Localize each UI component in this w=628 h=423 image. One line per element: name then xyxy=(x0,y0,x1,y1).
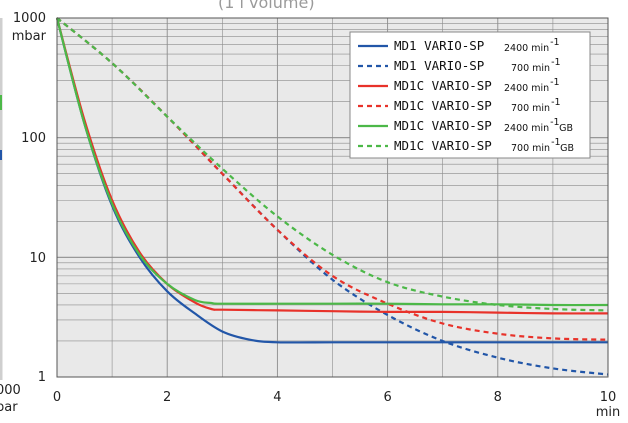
x-tick-label: 2 xyxy=(163,390,171,405)
legend-rpm-5: 2400 min xyxy=(504,123,549,134)
left-chart-remnant xyxy=(0,18,3,380)
legend-rpm-3: 2400 min xyxy=(504,83,549,94)
axes: 0 2 4 6 8 10 1 10 100 1000 mbar min xyxy=(12,11,620,420)
legend-rpm-6: 700 min xyxy=(511,143,550,154)
legend-suffix-6: GB xyxy=(560,143,574,154)
legend-rpm-exponent-4: -1 xyxy=(551,97,560,108)
left-edge-label-top: 000 xyxy=(0,383,21,398)
x-tick-label: 0 xyxy=(53,390,61,405)
y-tick-label: 10 xyxy=(29,251,46,266)
y-tick-label: 1000 xyxy=(13,11,46,26)
plot-frame xyxy=(56,17,609,378)
series-line-6 xyxy=(56,17,609,312)
y-tick-label: 1 xyxy=(38,370,46,385)
legend-label-3: MD1C VARIO-SP xyxy=(394,78,492,93)
series-lines xyxy=(55,17,609,376)
left-edge-label-bottom: bar xyxy=(0,400,18,415)
series-line-3 xyxy=(55,17,609,315)
legend-rpm-2: 700 min xyxy=(511,63,550,74)
x-tick-label: 4 xyxy=(273,390,281,405)
x-tick-label: 10 xyxy=(600,390,617,405)
legend-rpm-exponent-3: -1 xyxy=(550,77,559,88)
top-caption-fragment: (1 l volume) xyxy=(218,0,315,12)
legend-label-1: MD1 VARIO-SP xyxy=(394,38,484,53)
x-tick-label: 6 xyxy=(383,390,391,405)
legend-rpm-4: 700 min xyxy=(511,103,550,114)
legend-rpm-exponent-5: -1 xyxy=(550,117,559,128)
y-tick-label: 100 xyxy=(21,131,46,146)
legend-rpm-exponent-6: -1 xyxy=(551,137,560,148)
legend-rpm-exponent-1: -1 xyxy=(550,37,559,48)
legend-label-6: MD1C VARIO-SP xyxy=(394,138,492,153)
legend-label-4: MD1C VARIO-SP xyxy=(394,98,492,113)
y-unit-label: mbar xyxy=(12,29,47,44)
legend-label-5: MD1C VARIO-SP xyxy=(394,118,492,133)
legend-suffix-5: GB xyxy=(559,123,573,134)
legend-rpm-1: 2400 min xyxy=(504,43,549,54)
legend-rpm-exponent-2: -1 xyxy=(551,57,560,68)
series-line-5 xyxy=(55,17,609,307)
x-unit-label: min xyxy=(596,405,621,420)
legend-label-2: MD1 VARIO-SP xyxy=(394,58,484,73)
x-tick-label: 8 xyxy=(494,390,502,405)
legend-box xyxy=(349,31,591,159)
